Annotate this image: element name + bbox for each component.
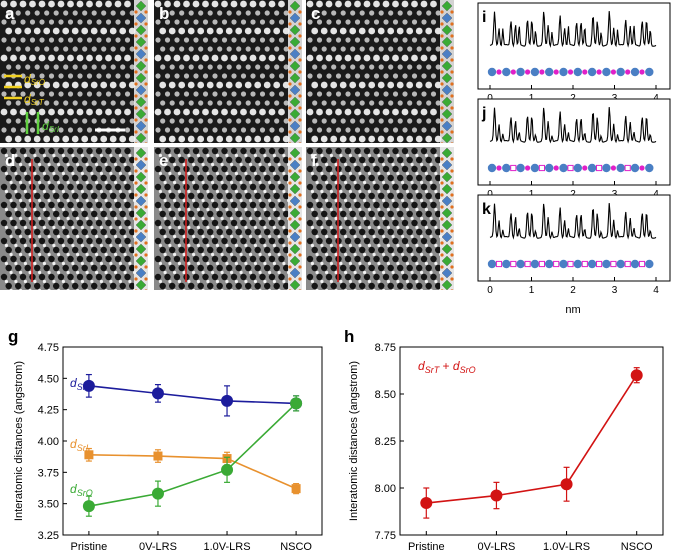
data-point [291,484,301,494]
series-label: dSrT + dSrO [418,359,476,375]
tem-image-f: f [306,147,454,290]
panel-label: e [159,151,169,170]
d-srt-label: dSrT [24,92,45,107]
panel-label: c [311,4,321,23]
y-axis-label: Interatomic distances (angstrom) [13,361,25,521]
intensity-curve [489,107,657,144]
plot-frame [62,346,323,536]
tick-label: 4 [653,285,659,296]
y-tick-label: 8.50 [375,389,396,401]
data-point [84,450,94,460]
lattice-pattern [0,0,148,143]
panel-label: h [344,327,354,346]
panel-label: f [311,151,317,170]
panel-label: g [8,327,18,346]
data-point [290,397,303,410]
panel-label: j [481,105,486,122]
d-sri-label: dSrI [42,119,60,134]
series-srt [82,373,303,417]
series-line [88,385,297,405]
data-point [221,394,234,407]
panel-label: a [5,4,15,23]
y-tick-label: 8.75 [375,342,396,354]
x-tick-label: 0V-LRS [139,541,177,553]
x-tick-label: NSCO [621,541,653,553]
lattice-pattern [154,147,302,290]
data-point [221,463,234,476]
series-srt [420,367,643,519]
data-point [82,500,95,513]
profile-panel-j: j01234 [477,98,671,200]
y-tick-label: 4.00 [38,436,59,448]
y-tick-label: 4.50 [38,373,59,385]
data-point [630,369,643,382]
tick-label: 1 [529,285,535,296]
d-sro-label: dSrO [24,72,45,87]
data-point [151,387,164,400]
y-tick-label: 3.25 [38,530,59,542]
tem-image-c: c [306,0,454,143]
panel-label: k [482,201,491,218]
data-point [82,379,95,392]
tem-image-e: e [154,147,302,290]
x-tick-label: 1.0V-LRS [543,541,590,553]
intensity-curve [489,203,657,240]
data-point [420,497,433,510]
y-tick-label: 4.75 [38,342,59,354]
y-tick-label: 8.00 [375,483,396,495]
profile-panel-i: i01234 [477,2,671,104]
y-tick-label: 3.75 [38,467,59,479]
series-sro [82,395,303,517]
y-tick-label: 3.50 [38,499,59,511]
data-point [153,451,163,461]
tem-image-b: b [154,0,302,143]
x-tick-label: Pristine [71,541,108,553]
series-sri [84,447,301,495]
y-tick-label: 7.75 [375,530,396,542]
profile-panel-k: k 0 1 2 3 4 [477,194,671,296]
data-point [151,487,164,500]
tick-label: 0 [487,285,493,296]
data-point [560,478,573,491]
lattice-pattern [154,0,302,143]
series-line [426,374,638,504]
series-line [88,402,297,507]
series-label: dSrT [70,376,93,392]
panel-a-annotations: dSrO dSrT dSrI [4,72,125,134]
series-line [88,453,297,490]
series-label: dSrI [70,437,89,453]
data-point [490,489,503,502]
chart-g: g 3.25 3.50 3.75 4.00 4.25 4.50 4.75 Pristine 0V-… [8,327,323,553]
x-tick-label: 0V-LRS [477,541,515,553]
lattice-pattern [306,147,454,290]
y-tick-label: 4.25 [38,405,59,417]
lattice-pattern [306,0,454,143]
panel-label: b [159,4,170,23]
plot-frame [399,346,664,536]
panel-label: i [482,9,486,26]
x-tick-label: 1.0V-LRS [203,541,250,553]
series-label: dSrO [70,482,93,498]
tem-image-a: a [0,0,148,143]
panel-label: d [5,151,16,170]
x-tick-label: NSCO [280,541,312,553]
y-tick-label: 8.25 [375,436,396,448]
tem-image-d: d [0,147,148,290]
tick-label: 2 [570,285,576,296]
intensity-profiles: i01234j01234k 0 1 2 3 4 nm [477,2,671,316]
x-axis-label: nm [565,304,580,316]
chart-h: h 7.75 8.00 8.25 8.50 8.75 Pristine 0V-LRS 1.0V-… [344,327,664,553]
tick-label: 3 [612,285,618,296]
x-tick-label: Pristine [408,541,445,553]
intensity-curve [489,11,657,48]
lattice-pattern [0,147,148,290]
y-axis-label: Interatomic distances (angstrom) [348,361,360,521]
